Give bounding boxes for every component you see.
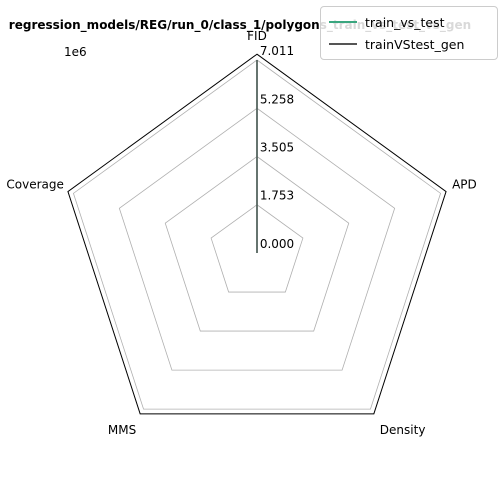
radial-tick-label: 3.505	[260, 141, 294, 155]
grid-ring-1	[210, 204, 304, 293]
legend-swatch-train-vs-test	[329, 21, 357, 23]
radial-tick-label: 7.011	[260, 44, 294, 58]
axis-label-density: Density	[380, 423, 426, 437]
axis-label-mms: MMS	[108, 423, 136, 437]
radar-grid	[67, 53, 447, 415]
radial-tick-label: 5.258	[260, 92, 294, 106]
legend: train_vs_test trainVStest_gen	[320, 6, 498, 60]
axis-label-apd: APD	[452, 178, 477, 192]
grid-ring-3	[118, 107, 396, 371]
axis-label-fid: FID	[247, 29, 267, 43]
legend-item-train-vs-test: train_vs_test	[329, 12, 445, 32]
legend-label-trainvstest-gen: trainVStest_gen	[365, 36, 465, 52]
legend-label-train-vs-test: train_vs_test	[365, 14, 445, 30]
radial-tick-label: 0.000	[260, 237, 294, 251]
grid-ring-4	[72, 59, 442, 410]
grid-ring-2	[164, 156, 350, 332]
radar-frame	[67, 53, 447, 415]
axis-label-coverage: Coverage	[6, 178, 64, 192]
legend-item-trainvstest-gen: trainVStest_gen	[329, 34, 464, 54]
legend-swatch-trainvstest-gen	[329, 43, 357, 45]
radial-tick-label: 1.753	[260, 189, 294, 203]
scale-multiplier-label: 1e6	[64, 45, 87, 59]
